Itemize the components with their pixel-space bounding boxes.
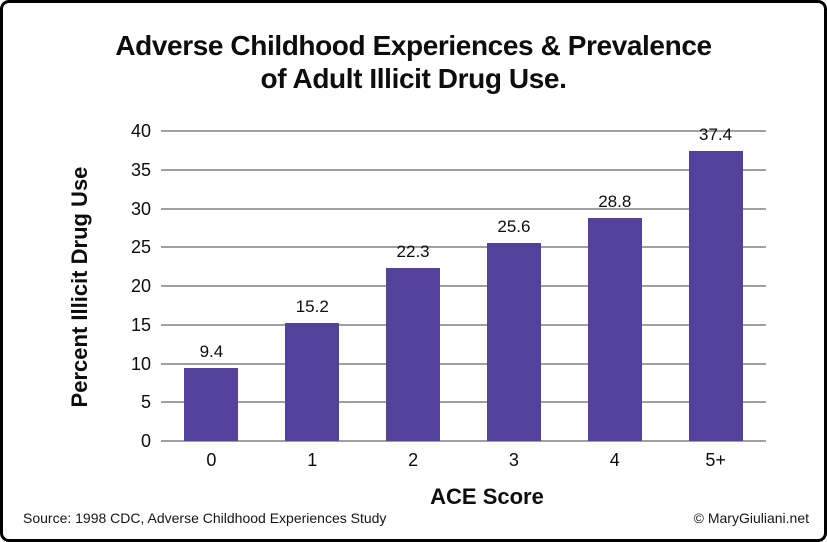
- bar-ace-2: [386, 268, 441, 441]
- copyright-note: © MaryGiuliani.net: [693, 510, 809, 526]
- gridline: [161, 130, 766, 132]
- bar-ace-0: [184, 368, 239, 441]
- bar-ace-3: [486, 242, 541, 441]
- y-tick-label: 15: [130, 314, 151, 335]
- y-tick-label: 30: [130, 198, 151, 219]
- chart-title-line2: of Adult Illicit Drug Use.: [260, 63, 567, 94]
- x-tick-label: 0: [206, 450, 217, 470]
- gridline: [161, 207, 766, 210]
- y-tick-label: 0: [140, 431, 151, 451]
- gridline: [161, 323, 766, 326]
- y-tick-label: 20: [130, 276, 151, 296]
- plot-area: 9.4 15.2 22.3 25.6 28.8 37.4: [161, 125, 766, 442]
- gridline: [161, 168, 766, 171]
- bar-value-label: 22.3: [396, 242, 430, 262]
- x-axis-title: ACE Score: [430, 484, 544, 509]
- gridline: [161, 246, 766, 249]
- bar-value-label: 25.6: [497, 216, 531, 236]
- bar-value-label: 28.8: [598, 191, 632, 211]
- y-tick-label: 35: [130, 159, 151, 180]
- x-tick-label: 1: [307, 450, 318, 470]
- gridline: [161, 440, 766, 442]
- y-tick-label: 25: [130, 237, 151, 258]
- bar-value-label: 15.2: [295, 297, 329, 317]
- chart-title-line1: Adverse Childhood Experiences & Prevalen…: [115, 30, 712, 61]
- y-tick-label: 40: [130, 121, 151, 141]
- x-tick-label: 5+: [705, 450, 726, 470]
- x-tick-label: 3: [508, 450, 519, 470]
- gridline: [161, 401, 766, 404]
- y-tick-label: 5: [140, 392, 151, 413]
- bar-ace-4: [587, 217, 642, 441]
- bar-ace-5+: [688, 151, 743, 441]
- bar-value-label: 9.4: [199, 342, 224, 362]
- gridline: [161, 285, 766, 287]
- bar-value-label: 37.4: [699, 125, 733, 145]
- chart-title: Adverse Childhood Experiences & Prevalen…: [3, 29, 824, 95]
- gridline: [161, 362, 766, 365]
- bar-ace-1: [285, 323, 340, 441]
- source-note: Source: 1998 CDC, Adverse Childhood Expe…: [23, 510, 387, 526]
- y-tick-label: 10: [130, 353, 151, 374]
- x-tick-label: 4: [609, 450, 620, 470]
- x-tick-label: 2: [408, 450, 419, 470]
